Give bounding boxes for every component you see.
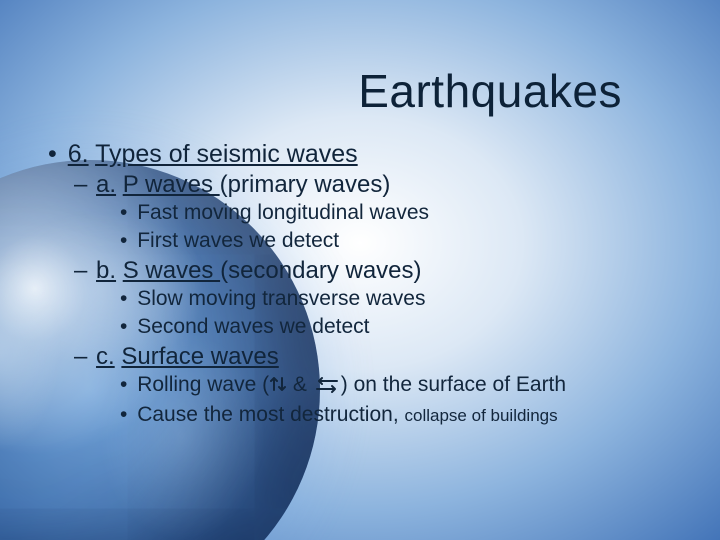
bullet-text-main: Cause the most destruction, <box>137 403 404 426</box>
bullet-item: • Rolling wave ( & ) on the surface of E… <box>120 372 680 402</box>
bullet-icon: • <box>120 200 127 227</box>
bullet-item: • First waves we detect <box>120 228 680 255</box>
updown-arrows-icon <box>269 374 287 402</box>
bullet-item: • Fast moving longitudinal waves <box>120 200 680 227</box>
bullet-icon: • <box>120 372 127 399</box>
bullet-text: Fast moving longitudinal waves <box>137 201 429 224</box>
bullet-text: First waves we detect <box>137 229 339 252</box>
sub-label-rest: (primary waves) <box>220 171 391 198</box>
bullet-icon: • <box>120 228 127 255</box>
bullet-icon: • <box>120 314 127 341</box>
slide-content: • 6. Types of seismic waves – a. P waves… <box>40 140 680 429</box>
bullet-item: • Cause the most destruction, collapse o… <box>120 402 680 429</box>
bullet-item: • Second waves we detect <box>120 314 680 341</box>
sub-prefix: b. <box>96 257 116 284</box>
slide: Earthquakes • 6. Types of seismic waves … <box>0 0 720 540</box>
sub-label-underlined: S waves <box>123 257 220 284</box>
heading-text: Types of seismic waves <box>95 140 358 168</box>
sub-label-rest: (secondary waves) <box>220 257 421 284</box>
bullet-icon: • <box>120 286 127 313</box>
slide-title: Earthquakes <box>40 64 680 118</box>
bullet-icon: • <box>48 140 57 169</box>
subheading-a: – a. P waves (primary waves) <box>74 171 680 199</box>
bullet-text: Second waves we detect <box>137 315 369 338</box>
sub-label-underlined: Surface waves <box>121 343 278 370</box>
bullet-item: • Slow moving transverse waves <box>120 286 680 313</box>
sub-prefix: a. <box>96 171 116 198</box>
heading-level1: • 6. Types of seismic waves <box>48 140 680 169</box>
subheading-c: – c. Surface waves <box>74 343 680 371</box>
subheading-b: – b. S waves (secondary waves) <box>74 257 680 285</box>
bullet-icon: • <box>120 402 127 429</box>
dash-icon: – <box>74 171 87 199</box>
leftright-arrows-icon <box>313 375 341 402</box>
sub-prefix: c. <box>96 343 115 370</box>
bullet-text-pre: Rolling wave ( <box>137 373 269 396</box>
bullet-text-post: ) on the surface of Earth <box>341 373 566 396</box>
dash-icon: – <box>74 257 87 285</box>
bullet-text-tail: collapse of buildings <box>405 406 558 425</box>
dash-icon: – <box>74 343 87 371</box>
bullet-text: Slow moving transverse waves <box>137 287 425 310</box>
sub-label-underlined: P waves <box>123 171 220 198</box>
bullet-text-mid: & <box>287 373 313 396</box>
heading-prefix: 6. <box>68 140 89 168</box>
